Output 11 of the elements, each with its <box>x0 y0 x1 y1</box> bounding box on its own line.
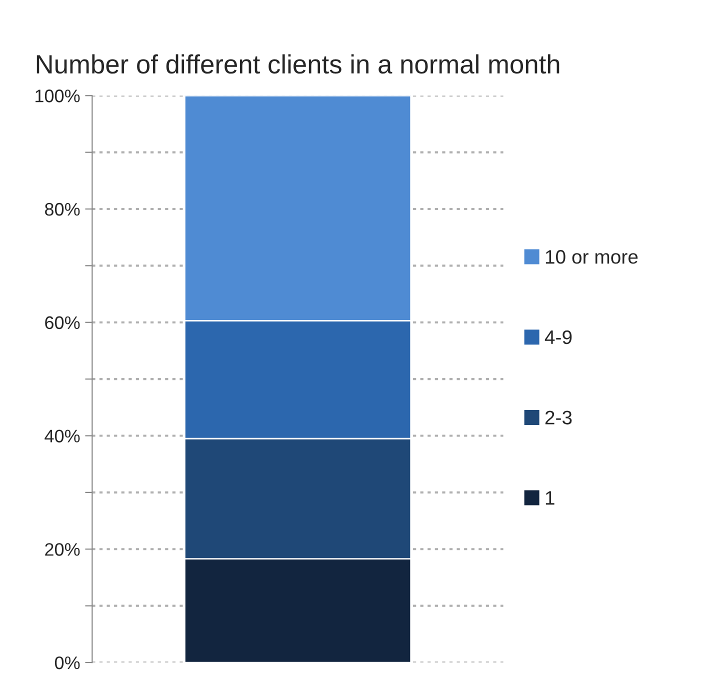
legend-label: 1 <box>546 491 554 505</box>
y-tick-label: 100% <box>36 90 80 102</box>
y-tick-label: 80% <box>45 202 80 216</box>
chart-title: Number of different clients in a normal month <box>36 54 560 74</box>
legend-label: 2-3 <box>545 410 572 424</box>
y-tick-label: 20% <box>45 543 80 556</box>
legend-label: 10 or more <box>546 250 638 264</box>
y-tick-label: 0% <box>54 656 80 670</box>
y-tick-label: 40% <box>44 430 80 442</box>
legend-label: 4-9 <box>544 330 572 344</box>
y-tick-label: 60% <box>45 316 80 330</box>
